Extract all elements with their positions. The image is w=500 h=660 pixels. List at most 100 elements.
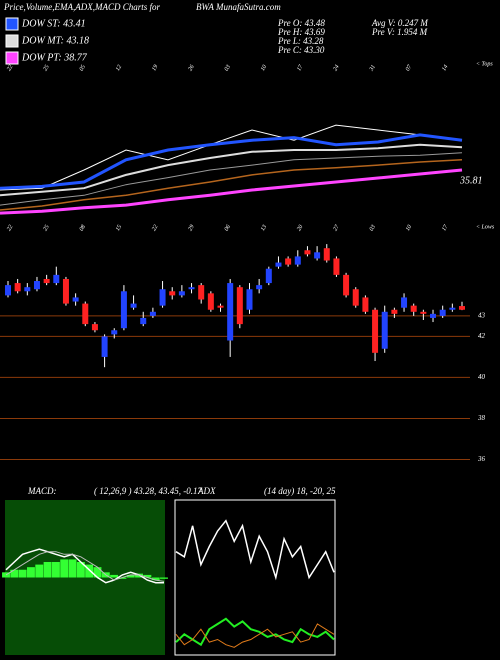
date-label: 22	[151, 224, 159, 232]
date-label: 08	[79, 224, 87, 232]
lows-label: < Lows	[476, 224, 495, 230]
date-label: 03	[369, 224, 377, 232]
histogram-bar	[43, 562, 52, 578]
series-line	[0, 143, 463, 197]
date-label: 12	[115, 64, 123, 72]
histogram-bar	[2, 572, 10, 578]
candle-body	[43, 278, 50, 284]
candle-body	[101, 336, 108, 357]
date-label: 17	[296, 63, 305, 72]
candle-body	[381, 311, 388, 349]
pre-stat: Pre O: 43.48	[277, 18, 325, 28]
candle-body	[198, 285, 205, 300]
candle-body	[82, 303, 89, 325]
candle-body	[401, 297, 408, 308]
histogram-bar	[110, 574, 119, 578]
panel-border	[174, 499, 336, 656]
candle-body	[130, 303, 137, 308]
date-label: 25	[42, 224, 50, 232]
price-annotation: 35.81	[459, 175, 483, 186]
legend-swatch	[5, 51, 19, 65]
date-label: 07	[405, 63, 414, 72]
pre-stat: Pre L: 43.28	[277, 36, 324, 46]
candle-body	[256, 285, 263, 290]
series-line	[5, 551, 165, 582]
pre-stat: Pre H: 43.69	[277, 27, 325, 37]
date-label: 20	[296, 224, 304, 232]
histogram-bar	[151, 577, 160, 581]
candle-body	[5, 285, 11, 296]
candle-body	[246, 289, 253, 310]
chart-title: Price,Volume,EMA,ADX,MACD Charts for	[3, 2, 160, 12]
date-label: 14	[440, 64, 449, 73]
panel-label: ADX	[197, 486, 216, 496]
candle-body	[178, 291, 185, 296]
series-line	[0, 168, 463, 215]
date-label: 31	[368, 64, 377, 73]
date-label: 19	[151, 64, 159, 72]
histogram-bar	[26, 567, 35, 578]
histogram-bar	[126, 574, 135, 578]
date-label: 05	[79, 64, 87, 72]
date-label: 22	[6, 64, 14, 72]
legend-swatch	[5, 17, 19, 31]
candle-body	[33, 281, 40, 290]
candle-body	[169, 291, 176, 296]
y-tick-label: 43	[478, 312, 486, 320]
date-label: 24	[332, 64, 341, 73]
candle-body	[449, 307, 456, 310]
site-name: BWA MunafaSutra.com	[196, 2, 281, 12]
candle-body	[265, 268, 272, 284]
candle-body	[24, 287, 31, 292]
candle-body	[72, 297, 79, 302]
series-line	[175, 519, 335, 581]
y-tick-label: 38	[477, 414, 486, 422]
histogram-bar	[76, 562, 85, 578]
tops-label: < Tops	[476, 61, 493, 67]
series-line	[0, 152, 463, 206]
date-label: 22	[6, 224, 14, 232]
histogram-bar	[60, 559, 69, 578]
pre-stat: Pre C: 43.30	[277, 45, 325, 55]
candle-body	[285, 258, 292, 265]
date-label: 06	[224, 224, 232, 232]
legend-label: DOW MT: 43.18	[21, 35, 89, 46]
date-label: 17	[441, 223, 450, 232]
volume-stat: Avg V: 0.247 M	[371, 18, 428, 28]
y-tick-label: 42	[478, 332, 486, 340]
candle-body	[120, 291, 127, 329]
volume-stat: Pre V: 1.954 M	[371, 27, 428, 37]
series-line	[175, 617, 335, 647]
y-tick-label: 40	[478, 373, 486, 381]
candle-body	[333, 258, 340, 275]
candle-body	[62, 278, 69, 304]
date-label: 15	[115, 224, 123, 232]
date-label: 27	[332, 223, 341, 232]
panel-label: MACD:	[27, 486, 57, 496]
candle-body	[236, 287, 243, 325]
candle-body	[207, 293, 214, 310]
histogram-bar	[51, 562, 60, 578]
candle-body	[227, 283, 234, 341]
histogram-bar	[85, 564, 94, 578]
candle-body	[294, 256, 301, 265]
date-label: 10	[260, 64, 268, 72]
legend-swatch	[5, 34, 19, 48]
candle-body	[217, 305, 224, 308]
candle-body	[91, 324, 98, 331]
histogram-bar	[35, 564, 44, 578]
candle-body	[304, 250, 311, 255]
date-label: 25	[42, 64, 50, 72]
candle-body	[140, 317, 147, 325]
candle-body	[149, 311, 156, 316]
date-label: 13	[260, 224, 268, 232]
panel-params: ( 12,26,9 ) 43.28, 43.45, -0.17	[94, 486, 202, 496]
date-label: 10	[405, 224, 413, 232]
candle-body	[372, 309, 379, 353]
series-line	[0, 159, 463, 211]
candle-body	[459, 306, 465, 310]
histogram-bar	[160, 577, 168, 579]
candle-body	[420, 311, 427, 314]
candle-body	[439, 309, 446, 316]
